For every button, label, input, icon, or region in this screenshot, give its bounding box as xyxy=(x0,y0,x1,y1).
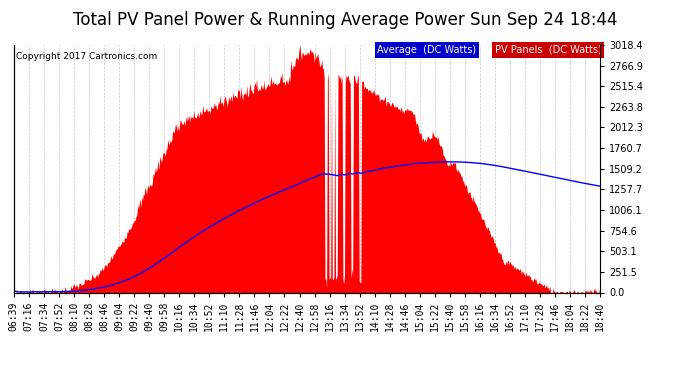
Text: PV Panels  (DC Watts): PV Panels (DC Watts) xyxy=(495,45,602,55)
Text: Average  (DC Watts): Average (DC Watts) xyxy=(377,45,477,55)
Text: Copyright 2017 Cartronics.com: Copyright 2017 Cartronics.com xyxy=(16,53,157,62)
Text: Total PV Panel Power & Running Average Power Sun Sep 24 18:44: Total PV Panel Power & Running Average P… xyxy=(72,11,618,29)
